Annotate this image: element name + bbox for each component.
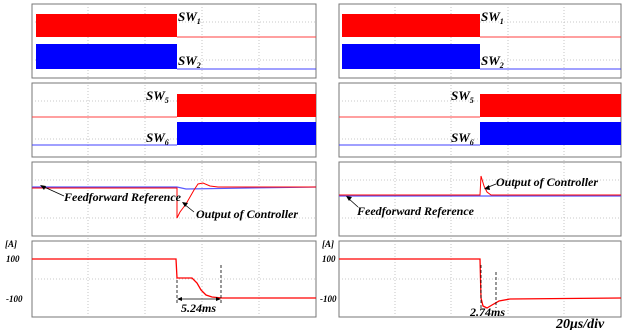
left-current-unit: [A] [5,239,17,249]
right-sw6-label: SW6 [451,130,474,147]
left-control-frame [31,161,317,237]
right-panel: SW1 SW2 SW5 SW6 Feedforward Reference Ou… [320,3,622,319]
left-feedforward-arrowhead [40,185,46,190]
left-sw1-pulse [36,14,177,37]
left-sw6-pulse [177,122,316,145]
left-sw5-label: SW5 [146,88,169,105]
right-sw5-pulse [480,94,621,117]
left-sw5-pulse [177,94,316,117]
right-duration-label: 2.74ms [469,305,505,319]
right-sw5-label: SW5 [451,88,474,105]
right-feedforward-arrowhead [346,196,352,201]
right-controller-arrowhead [484,185,490,190]
left-sw2-pulse [36,44,177,69]
left-sw1-label: SW1 [178,9,201,26]
left-current-tick-neg100: -100 [6,294,23,304]
left-controller-arrowhead [182,202,188,207]
right-current-tick-neg100: -100 [320,294,337,304]
left-feedforward-label: Feedforward Reference [63,190,182,204]
left-sw6-label: SW6 [146,130,169,147]
right-sw2-label: SW2 [481,53,504,70]
timescale-label: 20μs/div [555,317,605,330]
right-sw1-label: SW1 [481,9,504,26]
left-duration-arrowhead-start [177,297,182,301]
right-sw2-pulse [342,44,480,69]
right-controller-output-trace [339,175,621,196]
right-sw6-pulse [480,122,621,145]
right-current-unit: [A] [322,239,334,249]
left-duration-label: 5.24ms [181,301,216,315]
right-control-frame [338,161,622,237]
left-feedforward-arrow [41,185,65,197]
left-duration-arrowhead-end [216,297,221,301]
left-controller-label: Output of Controller [196,207,298,221]
left-panel: SW1 SW2 SW5 SW6 Feedforward Reference Ou… [5,3,317,318]
right-sw1-pulse [342,14,480,37]
right-current-trace [339,258,622,309]
right-controller-label: Output of Controller [496,175,598,189]
left-current-tick-100: 100 [6,254,20,264]
left-sw2-label: SW2 [178,53,201,70]
left-feedforward-reference-trace [32,186,317,190]
right-current-tick-100: 100 [322,254,336,264]
left-controller-output-trace [32,182,316,219]
right-feedforward-label: Feedforward Reference [356,204,475,218]
